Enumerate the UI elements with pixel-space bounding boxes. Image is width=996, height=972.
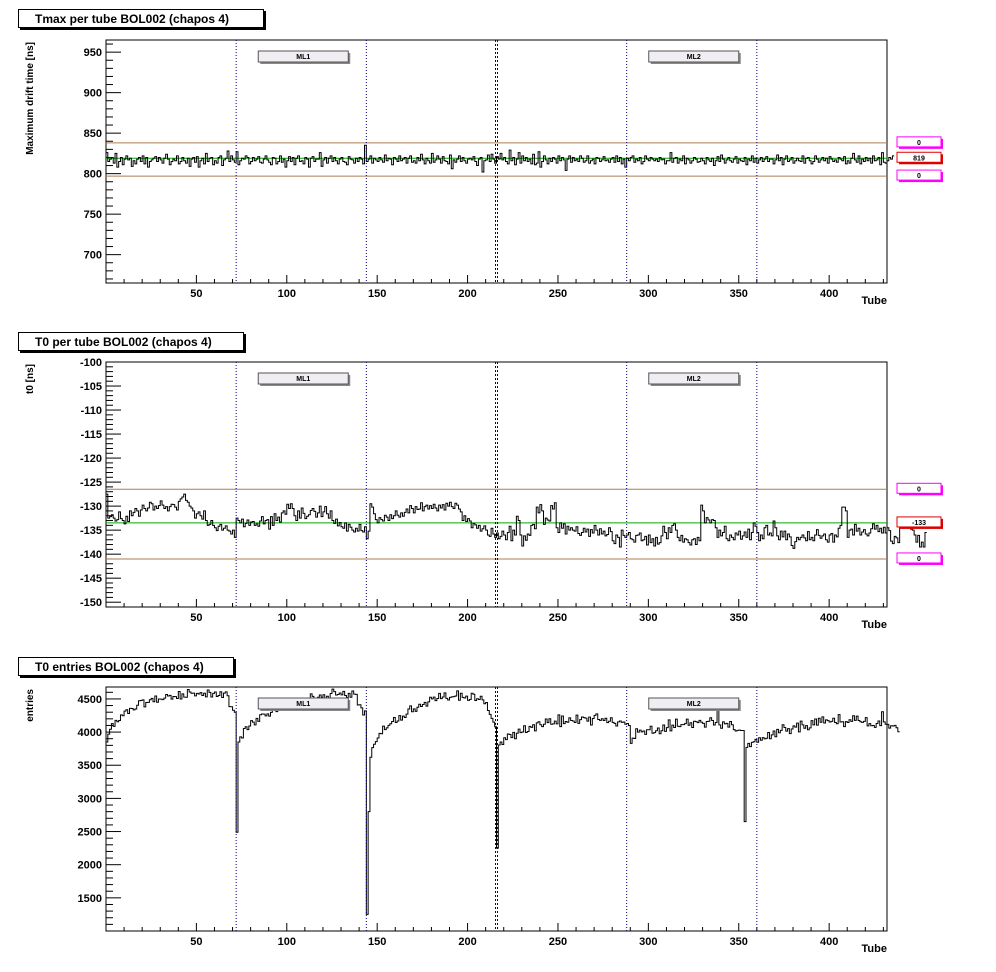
histogram-series bbox=[106, 688, 900, 915]
x-tick-label: 250 bbox=[549, 288, 567, 300]
x-tick-label: 50 bbox=[190, 936, 202, 948]
ml-label: ML2 bbox=[687, 54, 701, 61]
stat-box bbox=[896, 552, 942, 564]
ml-label: ML2 bbox=[687, 701, 701, 708]
y-tick-label: 4500 bbox=[78, 694, 102, 706]
stat-value: 0 bbox=[917, 486, 921, 493]
x-tick-label: 150 bbox=[368, 288, 386, 300]
x-tick-label: 200 bbox=[458, 936, 476, 948]
chart-title-t0: T0 per tube BOL002 (chapos 4) bbox=[18, 332, 244, 351]
x-axis-title: Tube bbox=[862, 619, 887, 631]
x-tick-label: 150 bbox=[368, 936, 386, 948]
chart-0: 700 750 800 850 900 950 50 100 150 200 250 300 350 40… bbox=[25, 39, 943, 307]
y-tick-label: -130 bbox=[80, 501, 102, 513]
y-tick-label: -100 bbox=[80, 357, 102, 369]
y-axis-title: t0 [ns] bbox=[25, 364, 36, 394]
x-tick-label: 400 bbox=[820, 288, 838, 300]
y-tick-label: -105 bbox=[80, 381, 102, 393]
ml-label: ML1 bbox=[296, 54, 310, 61]
x-tick-label: 300 bbox=[639, 936, 657, 948]
ml-box bbox=[257, 372, 349, 385]
y-tick-label: 700 bbox=[84, 250, 102, 262]
y-tick-label: 2000 bbox=[78, 860, 102, 872]
y-tick-label: 850 bbox=[84, 128, 102, 140]
y-tick-label: -120 bbox=[80, 453, 102, 465]
ml-box bbox=[648, 372, 740, 385]
stat-box bbox=[896, 169, 942, 181]
x-axis-title: Tube bbox=[862, 295, 887, 307]
stat-value: 819 bbox=[913, 155, 925, 162]
y-tick-label: 4000 bbox=[78, 727, 102, 739]
y-tick-label: -145 bbox=[80, 573, 102, 585]
x-tick-label: 50 bbox=[190, 612, 202, 624]
y-tick-label: -115 bbox=[81, 429, 102, 441]
y-tick-label: 3500 bbox=[78, 760, 102, 772]
chart-title-tmax: Tmax per tube BOL002 (chapos 4) bbox=[18, 9, 264, 28]
y-tick-label: 3000 bbox=[78, 793, 102, 805]
x-tick-label: 200 bbox=[458, 612, 476, 624]
ml-box bbox=[648, 697, 740, 710]
chart-title-entries: T0 entries BOL002 (chapos 4) bbox=[18, 657, 234, 676]
x-tick-label: 250 bbox=[549, 936, 567, 948]
y-tick-label: -125 bbox=[80, 477, 102, 489]
x-axis-title: Tube bbox=[862, 943, 887, 955]
x-tick-label: 150 bbox=[368, 612, 386, 624]
y-tick-label: 900 bbox=[84, 88, 102, 100]
ml-box bbox=[648, 50, 740, 63]
plot-frame bbox=[105, 361, 888, 608]
stat-value: 0 bbox=[917, 140, 921, 147]
y-tick-label: 2500 bbox=[78, 827, 102, 839]
y-tick-label: -135 bbox=[80, 525, 102, 537]
x-tick-label: 300 bbox=[639, 288, 657, 300]
y-tick-label: -110 bbox=[81, 405, 102, 417]
x-tick-label: 200 bbox=[458, 288, 476, 300]
x-tick-label: 50 bbox=[190, 288, 202, 300]
y-axis-title: Maximum drift time [ns] bbox=[25, 42, 36, 155]
x-tick-label: 350 bbox=[730, 612, 748, 624]
stat-box bbox=[896, 516, 942, 528]
ml-box bbox=[257, 50, 349, 63]
y-axis-title: entries bbox=[25, 689, 36, 722]
stat-value: 0 bbox=[917, 173, 921, 180]
ml-label: ML1 bbox=[296, 701, 310, 708]
stat-box bbox=[896, 136, 942, 148]
y-tick-label: 950 bbox=[84, 47, 102, 59]
y-tick-label: 750 bbox=[84, 209, 102, 221]
x-tick-label: 400 bbox=[820, 936, 838, 948]
chart-1: -150 -145 -140 -135 -130 -125 -120 -115 -110 -105… bbox=[25, 357, 943, 631]
x-tick-label: 350 bbox=[730, 288, 748, 300]
histogram-series bbox=[106, 144, 895, 173]
chart-2: 1500 2000 2500 3000 3500 4000 4500 50 100 150 200 2… bbox=[25, 686, 900, 955]
stat-value: -133 bbox=[912, 520, 926, 527]
y-tick-label: -140 bbox=[80, 549, 102, 561]
ml-box bbox=[257, 697, 349, 710]
x-tick-label: 300 bbox=[639, 612, 657, 624]
y-tick-label: -150 bbox=[80, 597, 102, 609]
stat-value: 0 bbox=[917, 556, 921, 563]
ml-label: ML2 bbox=[687, 376, 701, 383]
y-tick-label: 800 bbox=[84, 169, 102, 181]
x-tick-label: 350 bbox=[730, 936, 748, 948]
x-tick-label: 250 bbox=[549, 612, 567, 624]
stat-box bbox=[896, 151, 942, 163]
x-tick-label: 100 bbox=[278, 288, 296, 300]
x-tick-label: 100 bbox=[278, 936, 296, 948]
stat-box bbox=[896, 482, 942, 494]
x-tick-label: 100 bbox=[278, 612, 296, 624]
histogram-series bbox=[106, 493, 927, 549]
ml-label: ML1 bbox=[296, 376, 310, 383]
y-tick-label: 1500 bbox=[78, 893, 102, 905]
x-tick-label: 400 bbox=[820, 612, 838, 624]
